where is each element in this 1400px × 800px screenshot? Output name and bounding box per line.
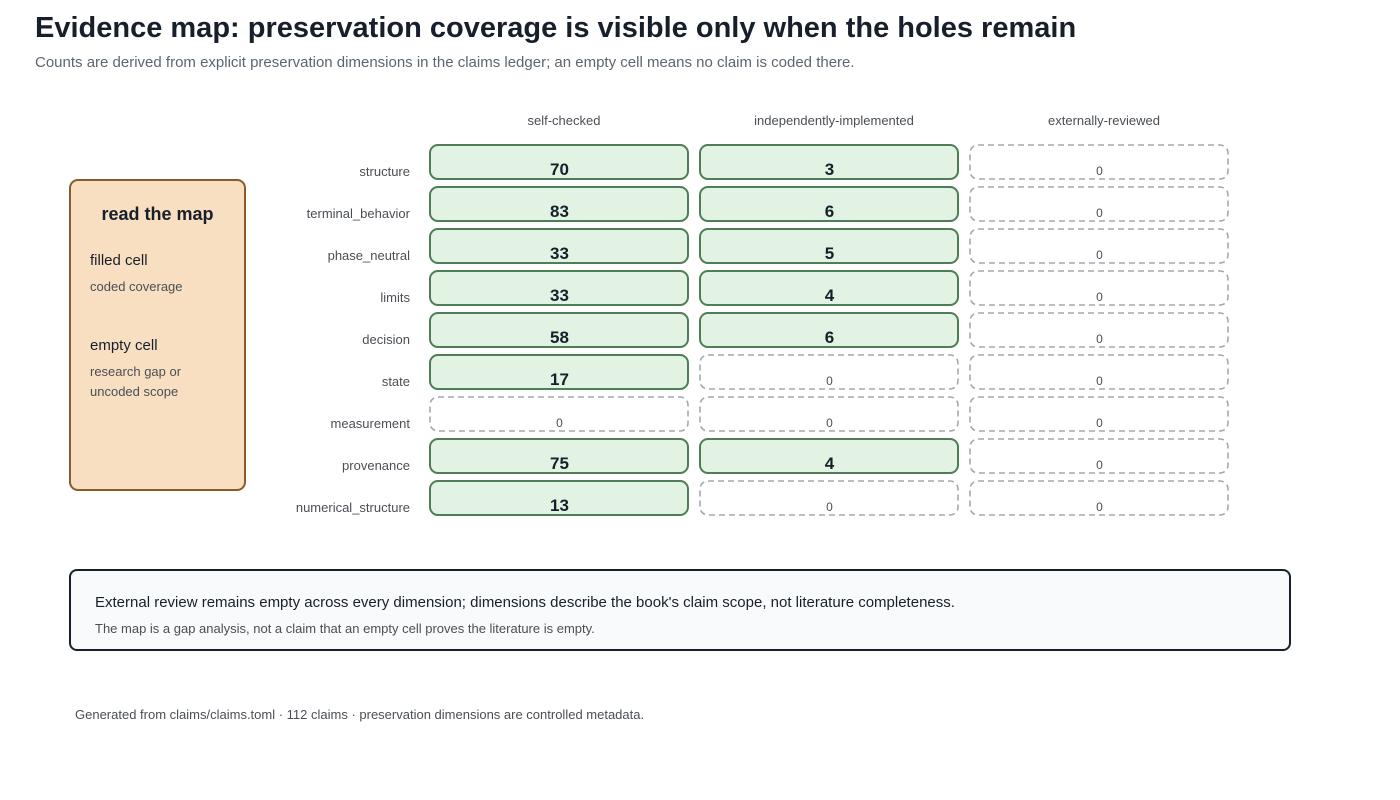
- cell-value: 75: [550, 454, 569, 473]
- cell-value: 0: [1096, 416, 1103, 430]
- empty-cell-provenance-externally-reviewed: [969, 438, 1229, 474]
- cell-value: 0: [1096, 206, 1103, 220]
- filled-cell-terminal-behavior-self-checked: [429, 186, 689, 222]
- cell-value: 58: [550, 328, 569, 347]
- legend-empty-label: empty cell: [90, 337, 158, 354]
- row-label-terminal-behavior: terminal_behavior: [307, 206, 411, 221]
- filled-cell-provenance-self-checked: [429, 438, 689, 474]
- legend-panel: read the map filled cell coded coverage …: [69, 179, 246, 491]
- note-main-text: External review remains empty across eve…: [95, 594, 955, 611]
- row-label-limits: limits: [380, 290, 410, 305]
- cell-value: 33: [550, 244, 569, 263]
- cell-value: 3: [825, 160, 834, 179]
- cell-value: 0: [1096, 164, 1103, 178]
- cell-value: 83: [550, 202, 569, 221]
- cell-value: 0: [826, 500, 833, 514]
- legend-title: read the map: [101, 204, 214, 224]
- filled-cell-state-self-checked: [429, 354, 689, 390]
- empty-cell-measurement-externally-reviewed: [969, 396, 1229, 432]
- filled-cell-decision-self-checked: [429, 312, 689, 348]
- row-label-state: state: [382, 374, 410, 389]
- filled-cell-structure-self-checked: [429, 144, 689, 180]
- cell-value: 0: [1096, 458, 1103, 472]
- row-label-structure: structure: [359, 164, 410, 179]
- filled-cell-provenance-independently-implemented: [699, 438, 959, 474]
- cell-value: 5: [825, 244, 834, 263]
- cell-value: 17: [550, 370, 569, 389]
- column-header-externally-reviewed: externally-reviewed: [1048, 113, 1160, 128]
- filled-cell-terminal-behavior-independently-implemented: [699, 186, 959, 222]
- cell-value: 6: [825, 202, 834, 221]
- note-box: External review remains empty across eve…: [69, 569, 1291, 651]
- filled-cell-decision-independently-implemented: [699, 312, 959, 348]
- cell-value: 6: [825, 328, 834, 347]
- cell-value: 0: [1096, 332, 1103, 346]
- footer-text: Generated from claims/claims.toml · 112 …: [75, 707, 645, 722]
- legend-filled-label: filled cell: [90, 252, 148, 269]
- cell-value: 0: [556, 416, 563, 430]
- cell-value: 0: [1096, 290, 1103, 304]
- row-label-measurement: measurement: [331, 416, 411, 431]
- row-label-decision: decision: [362, 332, 410, 347]
- cell-value: 70: [550, 160, 569, 179]
- column-header-self-checked: self-checked: [528, 113, 601, 128]
- legend-empty-desc: research gap or uncoded scope: [90, 364, 182, 399]
- cell-value: 4: [825, 286, 835, 305]
- column-header-independently-implemented: independently-implemented: [754, 113, 914, 128]
- empty-cell-structure-externally-reviewed: [969, 144, 1229, 180]
- empty-cell-decision-externally-reviewed: [969, 312, 1229, 348]
- cell-value: 33: [550, 286, 569, 305]
- empty-cell-state-externally-reviewed: [969, 354, 1229, 390]
- row-label-provenance: provenance: [342, 458, 410, 473]
- empty-cell-numerical-structure-externally-reviewed: [969, 480, 1229, 516]
- page-subtitle: Counts are derived from explicit preserv…: [35, 54, 855, 71]
- empty-cell-limits-externally-reviewed: [969, 270, 1229, 306]
- filled-cell-limits-independently-implemented: [699, 270, 959, 306]
- row-label-numerical-structure: numerical_structure: [296, 500, 410, 515]
- filled-cell-limits-self-checked: [429, 270, 689, 306]
- coverage-matrix: self-checked independently-implemented ext…: [296, 113, 1229, 516]
- filled-cell-phase-neutral-self-checked: [429, 228, 689, 264]
- cell-value: 0: [826, 416, 833, 430]
- empty-cell-terminal-behavior-externally-reviewed: [969, 186, 1229, 222]
- cell-value: 0: [1096, 374, 1103, 388]
- empty-cell-numerical-structure-independently-implemented: [699, 480, 959, 516]
- cell-value: 0: [1096, 248, 1103, 262]
- note-sub-text: The map is a gap analysis, not a claim t…: [95, 621, 595, 636]
- cell-value: 4: [825, 454, 835, 473]
- empty-cell-phase-neutral-externally-reviewed: [969, 228, 1229, 264]
- page-title: Evidence map: preservation coverage is v…: [35, 12, 1077, 44]
- filled-cell-numerical-structure-self-checked: [429, 480, 689, 516]
- cell-value: 0: [826, 374, 833, 388]
- filled-cell-structure-independently-implemented: [699, 144, 959, 180]
- filled-cell-phase-neutral-independently-implemented: [699, 228, 959, 264]
- legend-filled-desc: coded coverage: [90, 279, 183, 294]
- empty-cell-measurement-self-checked: [429, 396, 689, 432]
- cell-value: 13: [550, 496, 569, 515]
- empty-cell-state-independently-implemented: [699, 354, 959, 390]
- row-label-phase-neutral: phase_neutral: [328, 248, 411, 263]
- empty-cell-measurement-independently-implemented: [699, 396, 959, 432]
- cell-value: 0: [1096, 500, 1103, 514]
